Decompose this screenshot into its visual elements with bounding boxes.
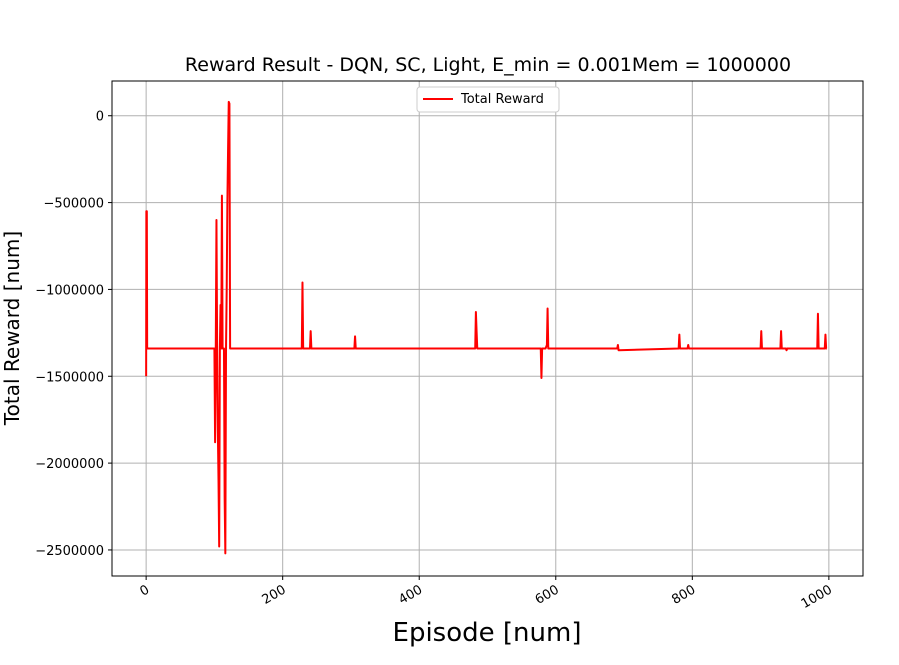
- y-tick-label: −500000: [43, 197, 104, 212]
- series-group: [145, 100, 828, 555]
- series-line-total-reward: [145, 100, 828, 555]
- y-axis-ticks: 0 −500000 −1000000 −1500000 −2000000 −2500000: [35, 110, 112, 559]
- y-tick-label: 0: [96, 110, 104, 125]
- y-tick-label: −1000000: [35, 283, 104, 298]
- y-axis-label: Total Reward [num]: [0, 231, 24, 426]
- legend-label: Total Reward: [460, 92, 544, 107]
- plot-frame: [111, 80, 864, 577]
- x-axis-label: Episode [num]: [393, 618, 582, 648]
- legend-box: [416, 86, 560, 113]
- chart-title: Reward Result - DQN, SC, Light, E_min = …: [185, 54, 791, 76]
- grid: [112, 81, 863, 576]
- legend: Total Reward: [416, 86, 560, 113]
- y-tick-label: −2500000: [35, 544, 104, 559]
- y-tick-label: −1500000: [35, 370, 104, 385]
- y-tick-label: −2000000: [35, 457, 104, 472]
